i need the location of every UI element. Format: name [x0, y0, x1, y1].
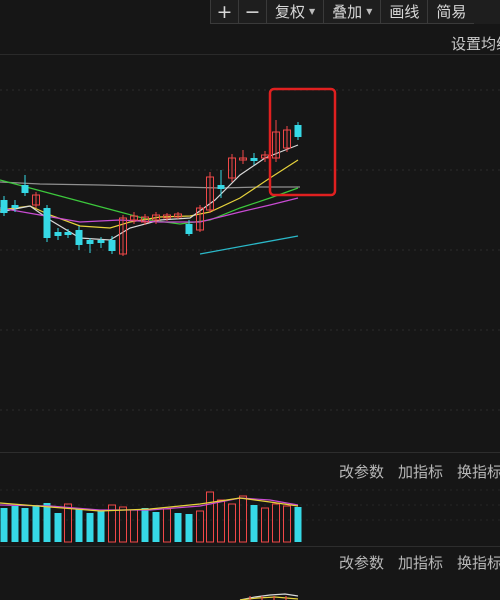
ma-line-purple: [0, 197, 299, 223]
volume-bar-down: [43, 503, 51, 542]
volume-bar-down: [54, 513, 62, 542]
candle-body-up: [261, 154, 269, 159]
candle-body-up: [119, 217, 127, 255]
candle-body-up: [32, 194, 40, 206]
trendline: [199, 235, 299, 255]
candle-body-down: [294, 125, 302, 137]
volume-bar-up: [163, 508, 171, 543]
chevron-down-icon: ▼: [309, 7, 316, 16]
chevron-down-icon: ▼: [366, 7, 373, 16]
overlay-label: 叠加: [332, 3, 363, 21]
highlight-box: [268, 87, 337, 197]
modify-params-button[interactable]: 改参数: [339, 554, 385, 572]
volume-bar-down: [86, 513, 94, 542]
volume-bar-up: [64, 503, 72, 543]
draw-line-button[interactable]: 画线: [380, 0, 428, 24]
candle-body-down: [11, 205, 19, 208]
volume-bar-down: [11, 506, 19, 542]
candle-body-up: [130, 215, 138, 221]
volume-ma-yellow: [0, 497, 299, 512]
simple-mode-button[interactable]: 简易: [427, 0, 475, 24]
candle-body-down: [108, 240, 116, 251]
volume-bar-down: [141, 508, 149, 542]
candle-body-down: [21, 185, 29, 193]
volume-bars: [0, 491, 302, 543]
volume-bar-up: [272, 503, 280, 543]
volume-panel-tools: 改参数 加指标 换指标: [339, 461, 500, 482]
volume-bar-up: [130, 509, 138, 543]
add-indicator-button[interactable]: 加指标: [398, 463, 444, 481]
candle-body-up: [206, 176, 214, 211]
volume-ma-lines: [0, 497, 299, 512]
trendline-group: [199, 235, 299, 255]
chart-grid: [0, 89, 500, 521]
switch-indicator-button[interactable]: 换指标: [457, 554, 500, 572]
volume-bar-up: [283, 505, 291, 543]
overlay-dropdown[interactable]: 叠加 ▼: [323, 0, 381, 24]
volume-bar-up: [108, 504, 116, 543]
volume-bar-down: [250, 505, 258, 542]
fuquan-dropdown[interactable]: 复权 ▼: [266, 0, 324, 24]
candle-body-down: [185, 224, 193, 234]
candlesticks: [0, 120, 302, 256]
fuquan-label: 复权: [275, 3, 306, 21]
volume-bar-down: [21, 508, 29, 542]
candle-body-down: [97, 240, 105, 243]
volume-bar-up: [228, 503, 236, 543]
volume-bar-up: [206, 491, 214, 543]
candle-body-up: [283, 129, 291, 149]
candle-body-down: [86, 240, 94, 244]
volume-bar-down: [97, 511, 105, 542]
indicator-panel-tools: 改参数 加指标 换指标: [339, 552, 500, 573]
volume-bar-up: [239, 495, 247, 543]
volume-bar-down: [0, 508, 8, 542]
candle-body-up: [163, 214, 171, 219]
volume-bar-down: [174, 513, 182, 542]
volume-panel-divider: [0, 452, 500, 453]
indicator-panel-divider: [0, 546, 500, 547]
modify-params-button[interactable]: 改参数: [339, 463, 385, 481]
candle-body-down: [43, 208, 51, 238]
candle-body-up: [174, 213, 182, 218]
volume-bar-down: [75, 509, 83, 542]
candle-body-up: [272, 131, 280, 159]
volume-bar-down: [185, 514, 193, 542]
candle-body-down: [250, 158, 258, 161]
volume-bar-up: [196, 510, 204, 543]
indicator-lines: [239, 593, 299, 600]
volume-bar-up: [119, 506, 127, 543]
volume-bar-up: [217, 499, 225, 543]
zoom-in-button[interactable]: +: [210, 0, 238, 24]
volume-bar-down: [152, 512, 160, 542]
candle-body-up: [141, 216, 149, 223]
volume-ma-purple: [0, 497, 299, 511]
divider: [0, 54, 500, 55]
candle-body-down: [75, 230, 83, 245]
chart-toolbar: + − 复权 ▼ 叠加 ▼ 画线 简易: [210, 0, 500, 24]
candle-body-down: [217, 185, 225, 189]
candle-body-down: [64, 232, 72, 235]
candle-body-up: [152, 214, 160, 221]
candle-body-down: [0, 200, 8, 213]
switch-indicator-button[interactable]: 换指标: [457, 463, 500, 481]
ma-line-green: [0, 179, 299, 225]
candle-body-up: [239, 157, 247, 161]
volume-bar-down: [32, 505, 40, 542]
volume-bar-down: [294, 507, 302, 542]
add-indicator-button[interactable]: 加指标: [398, 554, 444, 572]
volume-bar-up: [261, 507, 269, 543]
set-moving-average-button[interactable]: 设置均线: [451, 35, 500, 53]
zoom-out-button[interactable]: −: [238, 0, 266, 24]
candle-body-down: [54, 232, 62, 236]
candle-body-up: [228, 157, 236, 179]
ma-line-gray: [0, 181, 300, 189]
highlight-box-group: [268, 87, 337, 197]
candle-body-up: [196, 207, 204, 231]
